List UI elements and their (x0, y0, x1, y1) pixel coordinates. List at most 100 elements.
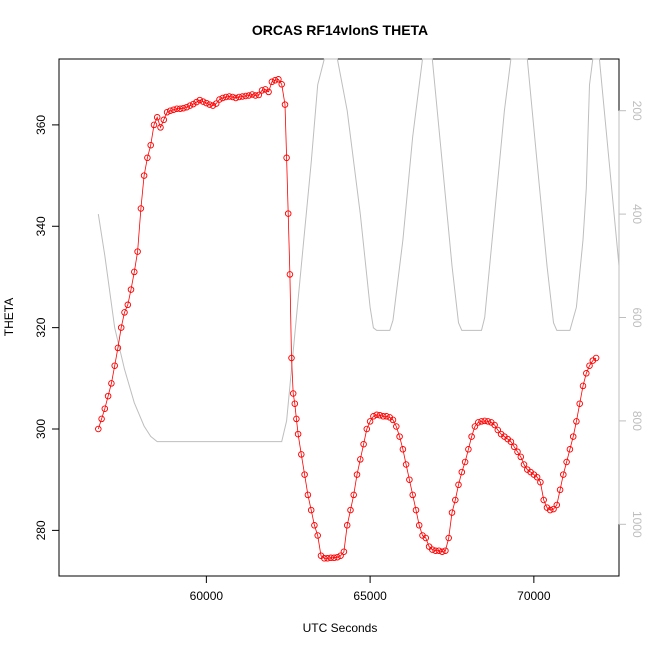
theta-point (289, 390, 297, 397)
theta-point (216, 96, 223, 103)
y-tick-label: 300 (34, 419, 48, 439)
theta-point (455, 481, 462, 489)
theta-point (576, 400, 583, 407)
theta-point (281, 101, 289, 108)
theta-point (170, 106, 177, 113)
theta-point (507, 438, 515, 445)
theta-point (402, 461, 410, 468)
y2-tick-label: 800 (630, 411, 644, 431)
theta-point (494, 426, 502, 434)
theta-point (248, 91, 256, 98)
theta-point (370, 413, 377, 420)
theta-point (514, 448, 521, 456)
theta-point (219, 94, 226, 102)
theta-point (298, 451, 305, 458)
theta-point (422, 534, 430, 542)
theta-point (268, 78, 276, 86)
y2-tick-label: 600 (630, 307, 644, 327)
theta-point (275, 76, 282, 83)
theta-point (153, 114, 161, 121)
theta-point (465, 446, 472, 453)
theta-point (592, 354, 600, 362)
theta-point (203, 99, 210, 107)
theta-point (357, 456, 364, 463)
theta-point (429, 546, 436, 553)
theta-point (334, 553, 341, 561)
theta-point (95, 425, 102, 433)
theta-point (114, 344, 122, 352)
theta-point (147, 141, 154, 149)
theta-point (406, 476, 413, 483)
theta-point (252, 92, 259, 99)
theta-point (104, 392, 112, 400)
theta-point (448, 509, 456, 516)
theta-point (183, 103, 190, 111)
theta-point (353, 471, 361, 478)
theta-point (278, 81, 285, 88)
theta-point (160, 116, 168, 124)
x-axis: 60000 65000 70000 (190, 575, 551, 603)
theta-point (432, 547, 439, 554)
theta-point (186, 102, 194, 109)
x-tick-label: 60000 (190, 589, 224, 603)
theta-point (321, 555, 328, 562)
theta-point (167, 107, 174, 114)
theta-point (586, 362, 593, 369)
theta-point (399, 446, 407, 453)
theta-point (324, 555, 331, 562)
theta-point (438, 548, 446, 555)
theta-point (343, 522, 351, 529)
theta-point (311, 522, 318, 529)
y-tick-label: 280 (34, 520, 48, 540)
theta-point (291, 400, 299, 407)
theta-point (301, 471, 308, 478)
theta-point (583, 370, 590, 377)
theta-point (452, 496, 459, 504)
theta-point (258, 87, 266, 94)
theta-point (546, 506, 554, 514)
theta-point (286, 271, 294, 278)
theta-point (350, 491, 357, 499)
theta-point (111, 362, 118, 369)
theta-point (304, 491, 312, 499)
theta-point (293, 415, 300, 423)
y2-tick-label: 200 (630, 101, 644, 121)
theta-point (209, 102, 217, 109)
theta-line (97, 78, 597, 559)
theta-point (396, 433, 403, 440)
theta-point (573, 418, 580, 425)
theta-point (579, 382, 587, 390)
theta-point (327, 554, 335, 562)
theta-point (193, 98, 200, 106)
x-axis-label: UTC Seconds (303, 621, 378, 635)
theta-point (196, 96, 204, 104)
theta-point (235, 93, 243, 101)
theta-point (121, 309, 128, 316)
theta-point (255, 91, 263, 99)
theta-point (435, 547, 443, 554)
theta-point (520, 461, 528, 468)
theta-point (180, 104, 187, 112)
theta-point (373, 411, 380, 419)
y-axis: 280 300 320 340 360 (34, 115, 60, 540)
theta-point (206, 101, 213, 108)
pressure-line (97, 58, 620, 443)
theta-point (560, 471, 567, 478)
secondary-y-axis: 200 400 600 800 1000 (618, 101, 644, 538)
theta-point (232, 94, 240, 102)
theta-point (199, 98, 207, 105)
pressure-series (97, 58, 620, 443)
theta-point (314, 532, 321, 539)
theta-point (163, 108, 171, 116)
theta-point (537, 478, 544, 486)
theta-point (360, 440, 367, 448)
theta-point (556, 486, 564, 494)
theta-point (458, 468, 466, 476)
y2-tick-label: 1000 (630, 511, 644, 538)
theta-point (294, 430, 302, 438)
theta-point (127, 286, 135, 293)
theta-point (229, 93, 236, 101)
theta-point (478, 418, 485, 425)
theta-point (445, 534, 452, 542)
